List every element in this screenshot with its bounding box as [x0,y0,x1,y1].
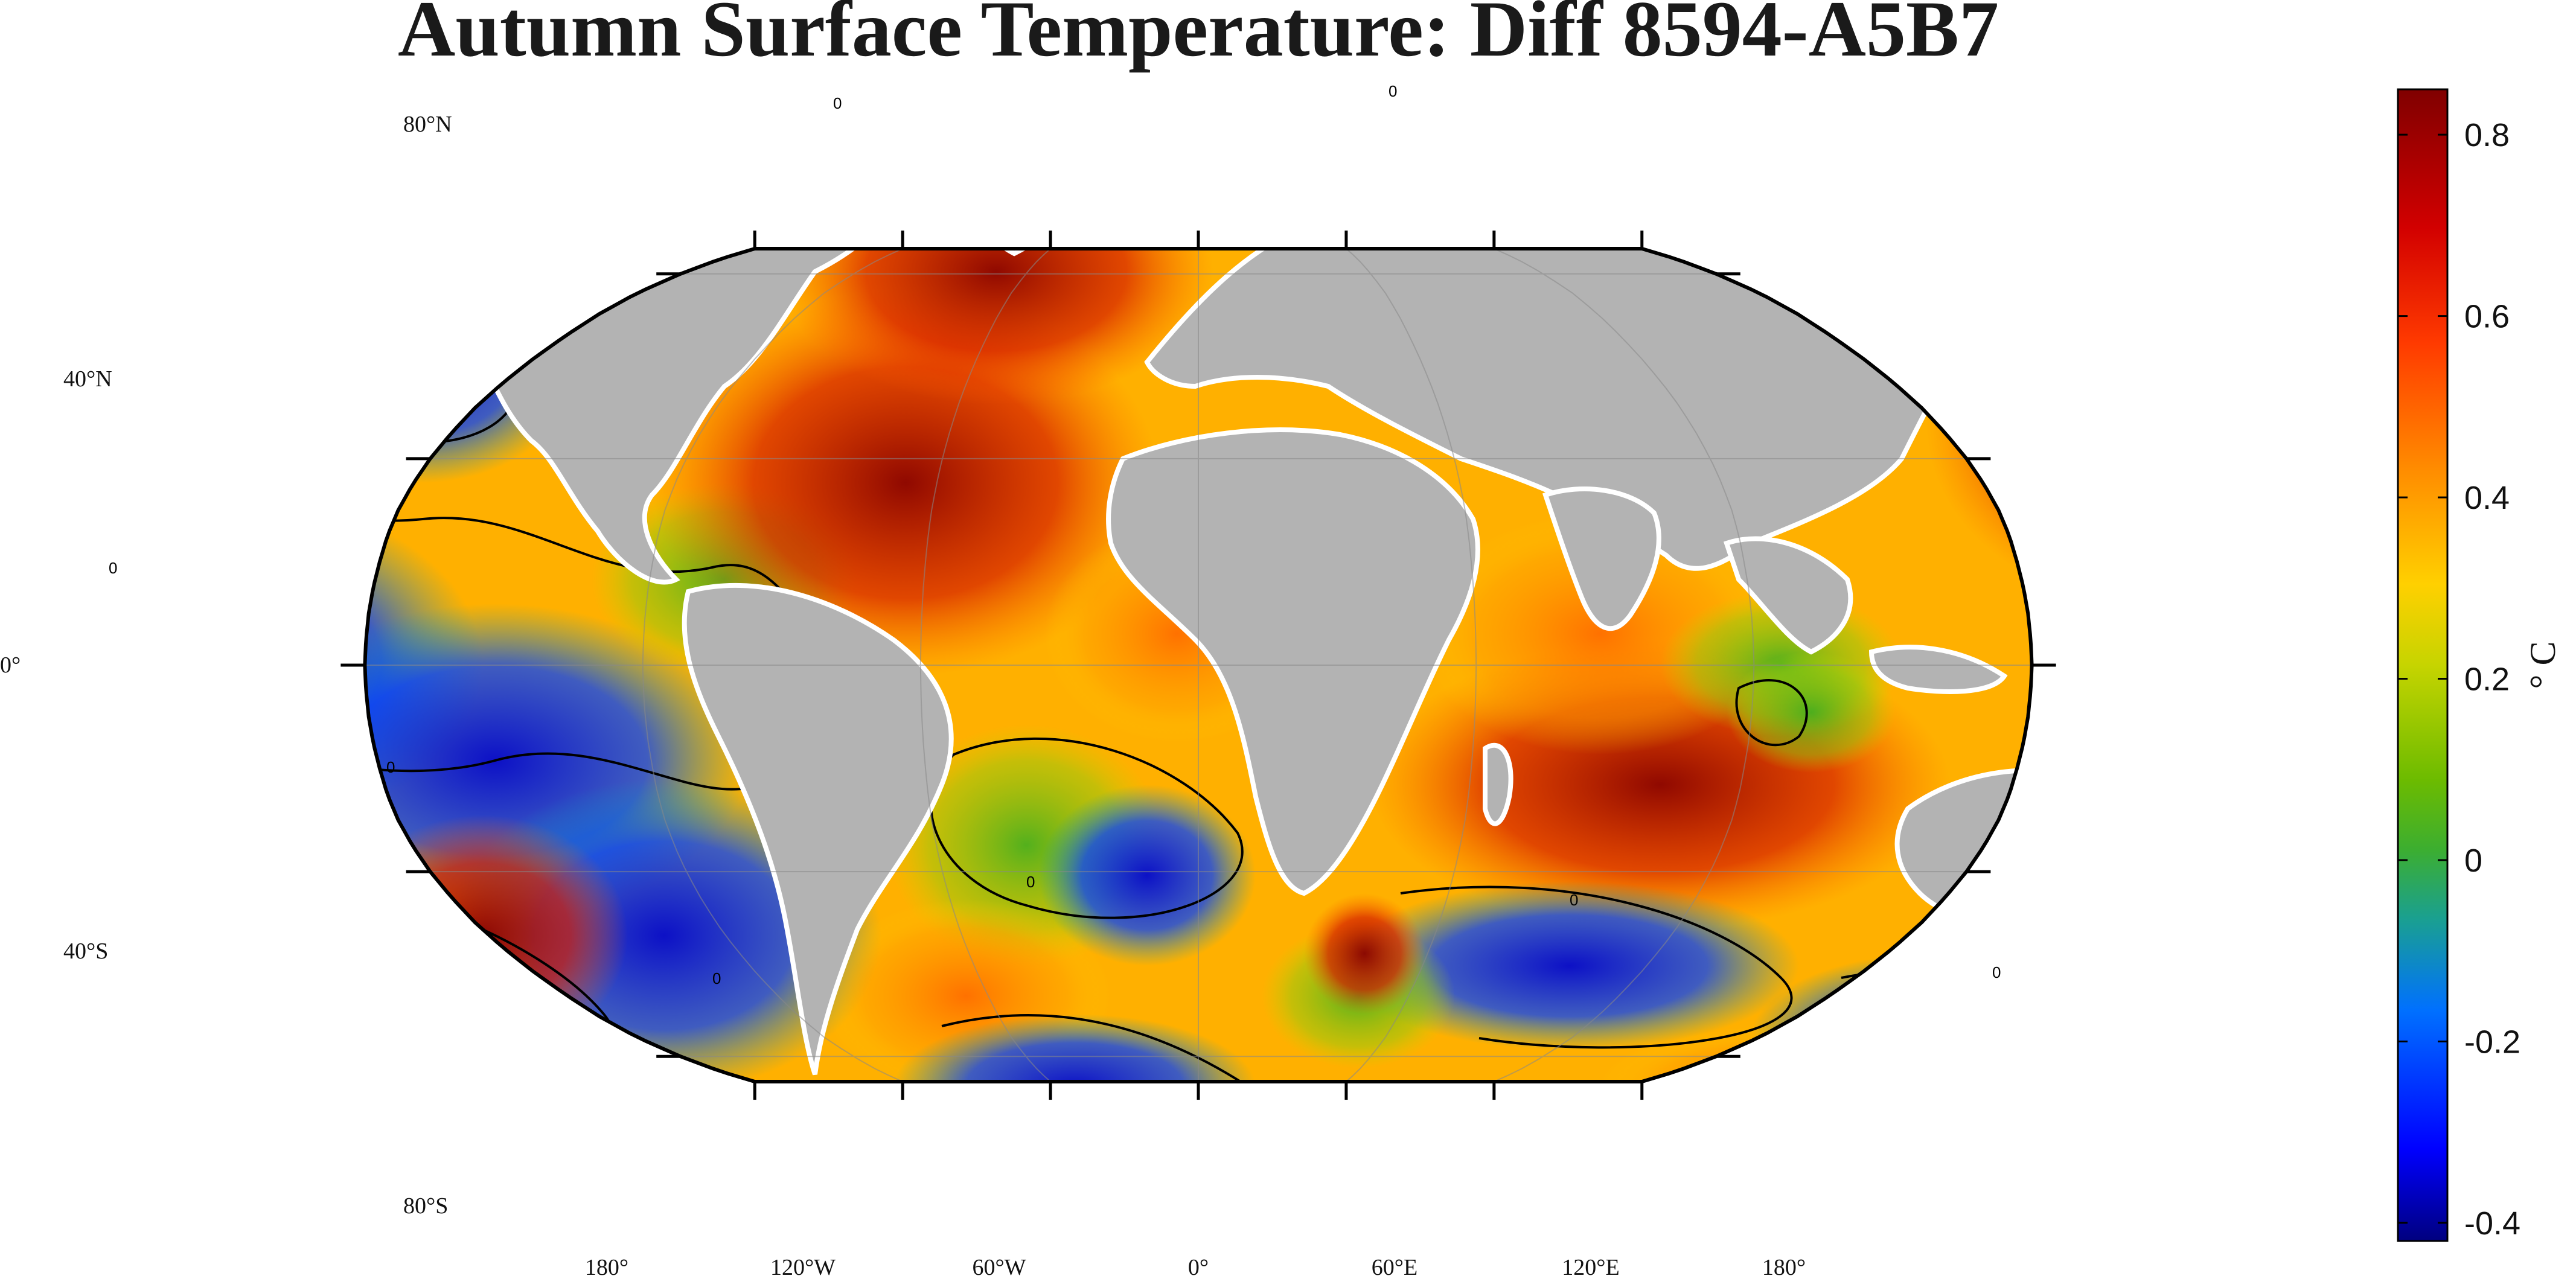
contour-label: 0 [1026,873,1035,891]
contour-label: 0 [1389,82,1397,100]
land-antarctica [453,1112,2173,1255]
contour-label: 0 [833,94,842,112]
contour-label: 0 [1992,963,2001,981]
lon-label-60e: 60°E [1372,1255,1417,1279]
colorbar-ramp [2397,88,2449,1242]
colorbar-tick-label: 0.6 [2464,299,2510,335]
lon-label-180w: 180° [585,1255,628,1279]
colorbar-tick-label: -0.4 [2464,1205,2520,1242]
colorbar-tick-label: -0.2 [2464,1024,2520,1060]
contour-label: 0 [386,758,395,776]
contour-label: 0 [109,559,117,577]
land-africa [1106,427,1480,896]
contour-label: 0 [712,969,721,987]
map-title: Autumn Surface Temperature: Diff 8594-A5… [398,0,1999,73]
contour-labels: 0 0 0 0 0 0 0 0 [109,82,2001,987]
land-greenland [939,249,1132,257]
lat-label-40n: 40°N [63,366,112,392]
colorbar-tick-label: 0.8 [2464,117,2510,153]
lon-label-0: 0° [1188,1255,1209,1279]
lon-label-180e: 180° [1762,1255,1806,1279]
land-india [1542,486,1661,631]
land-japan [2074,302,2095,374]
colorbar: 0.8 0.6 0.4 0.2 0 -0.2 -0.4 ° C [2397,88,2563,1242]
land-se-asia [1723,536,1853,655]
land-south-america [682,583,954,1076]
colorbar-ticks: 0.8 0.6 0.4 0.2 0 -0.2 -0.4 [2398,117,2520,1242]
colorbar-tick-label: 0 [2464,843,2482,879]
colorbar-tick-label: 0.4 [2464,480,2510,516]
land-australia [1894,768,2032,949]
lon-label-120e: 120°E [1562,1255,1619,1279]
contour-label: 0 [1570,891,1578,909]
map-ticks [340,230,2056,1100]
lat-labels: 80°N 40°N 0° 40°S 80°S [0,112,452,1219]
lat-label-80s: 80°S [403,1193,448,1219]
world-map: 80°N 40°N 0° 40°S 80°S 180° 120°W 60°W 0… [0,82,2173,1279]
globe-outline [363,247,2034,1083]
land-madagascar [1483,742,1513,826]
lon-label-120w: 120°W [770,1255,836,1279]
colorbar-tick-label: 0.2 [2464,662,2510,698]
lon-label-60w: 60°W [972,1255,1026,1279]
lat-label-40s: 40°S [63,939,108,964]
land-indonesia [1868,645,2008,694]
colorbar-unit: ° C [2523,641,2563,689]
lon-labels: 180° 120°W 60°W 0° 60°E 120°E 180° [585,1255,1806,1279]
lat-label-0: 0° [0,652,21,678]
lat-label-80n: 80°N [403,112,452,137]
